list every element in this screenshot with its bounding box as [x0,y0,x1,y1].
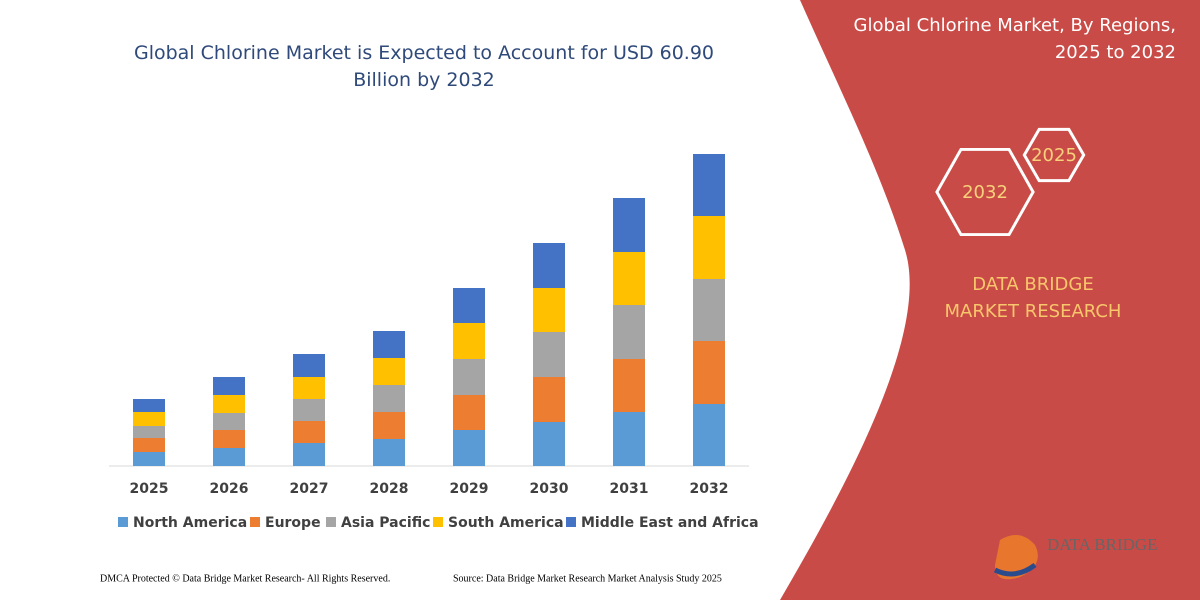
bar-segment [133,399,165,412]
footer: DMCA Protected © Data Bridge Market Rese… [100,573,390,584]
red-panel [780,0,1200,600]
brand: DATA BRIDGE MARKET RESEARCH [944,274,1122,322]
x-tick-label: 2031 [610,481,649,497]
legend-swatch [566,517,576,527]
bar-segment [453,395,485,430]
bar-segment [213,430,245,448]
bar-segment [293,377,325,399]
x-tick-label: 2026 [210,481,249,497]
x-tick-label: 2032 [690,481,729,497]
bar-segment [693,404,725,466]
bar-segment [293,354,325,377]
legend-swatch [433,517,443,527]
bar-segment [213,413,245,430]
legend-label: Middle East and Africa [581,515,759,531]
hex-label: 2025 [1031,145,1077,166]
legend-swatch [118,517,128,527]
bar-segment [133,412,165,426]
bar-segment [533,377,565,422]
bar-segment [533,332,565,377]
hexagon [935,147,1035,237]
x-tick-label: 2029 [450,481,489,497]
bar-segment [213,395,245,413]
bar-segment [293,399,325,421]
bar-segment [613,252,645,305]
bar-segment [693,154,725,216]
footer: Source: Data Bridge Market Research Mark… [453,573,722,584]
bar-segment [613,198,645,252]
bar-segment [293,421,325,443]
legend-label: North America [133,515,247,531]
panel-title: Global Chlorine Market, By Regions, 2025… [853,15,1177,63]
hexagon [1022,127,1086,183]
bar-segment [613,359,645,412]
bar-segment [213,377,245,395]
bar-segment [613,305,645,359]
bar-segment [133,438,165,452]
bar-segment [293,443,325,466]
bar-segment [453,430,485,466]
bar-segment [693,279,725,341]
bar-segment [533,243,565,288]
legend-label: Asia Pacific [341,515,430,531]
chart-title: Global Chlorine Market is Expected to Ac… [133,42,715,91]
bar-segment [693,341,725,404]
bar-segment [693,216,725,279]
bar-segment [373,385,405,412]
legend-label: Europe [265,515,321,531]
legend-label: South America [448,515,564,531]
x-tick-label: 2025 [130,481,169,497]
legend-swatch [326,517,336,527]
logo-mark [993,562,1037,577]
bar-segment [133,452,165,466]
bar-segment [453,323,485,359]
bar-segment [133,426,165,438]
bar-segment [453,359,485,395]
logo-text: DATA BRIDGE [1047,535,1158,554]
bar-segment [373,331,405,358]
bar-segment [213,448,245,466]
x-tick-label: 2027 [290,481,329,497]
x-tick-label: 2028 [370,481,409,497]
x-tick-label: 2030 [530,481,569,497]
bar-segment [533,288,565,332]
hex-label: 2032 [962,182,1008,203]
bar-segment [613,412,645,466]
legend-swatch [250,517,260,527]
bar-segment [373,439,405,466]
bar-segment [373,358,405,385]
bar-segment [453,288,485,323]
bar-segment [533,422,565,466]
bar-segment [373,412,405,439]
